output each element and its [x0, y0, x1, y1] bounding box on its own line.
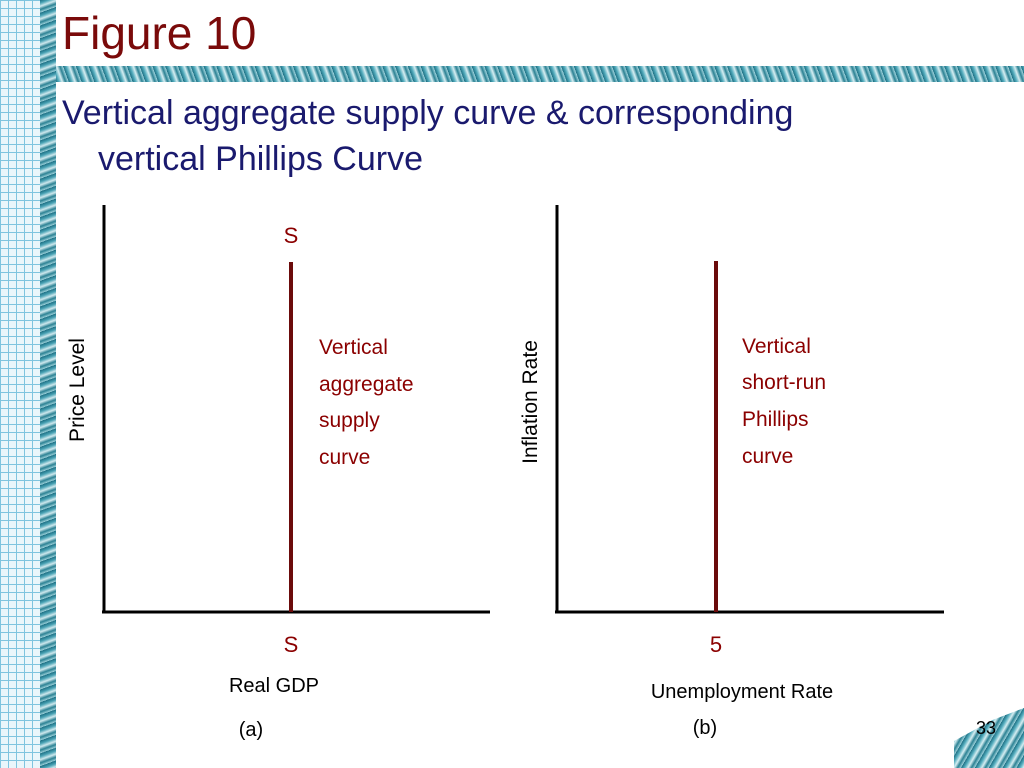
- left-texture-border: [40, 0, 56, 768]
- subtitle-line-1: Vertical aggregate supply curve & corres…: [62, 94, 794, 132]
- subtitle-line-2: vertical Phillips Curve: [98, 140, 423, 178]
- panel-b-y-axis-label: Inflation Rate: [519, 340, 542, 464]
- page-number: 33: [975, 718, 996, 738]
- panel-b-x-axis-label: Unemployment Rate: [651, 681, 833, 703]
- as-annotation-line-3: supply: [319, 409, 380, 432]
- panel-b-label: (b): [693, 717, 717, 739]
- phillips-curve-annotation: Vertical short-run Phillips curve: [742, 335, 826, 468]
- panel-a-y-axis-label: Price Level: [66, 338, 89, 442]
- slide-title: Figure 10: [62, 7, 257, 59]
- pc-annotation-line-1: Vertical: [742, 335, 811, 358]
- panel-b: 5 Inflation Rate Unemployment Rate (b) V…: [519, 205, 944, 739]
- as-annotation-line-2: aggregate: [319, 373, 414, 396]
- as-curve-annotation: Vertical aggregate supply curve: [319, 336, 414, 469]
- pc-annotation-line-3: Phillips: [742, 408, 809, 431]
- as-curve-bottom-label: S: [284, 632, 299, 657]
- as-annotation-line-4: curve: [319, 446, 370, 469]
- slide-subtitle: Vertical aggregate supply curve & corres…: [62, 90, 962, 182]
- as-annotation-line-1: Vertical: [319, 336, 388, 359]
- phillips-curve-bottom-label: 5: [710, 632, 722, 657]
- left-grid-border: [0, 0, 40, 768]
- pc-annotation-line-2: short-run: [742, 371, 826, 394]
- as-curve-top-label: S: [284, 223, 299, 248]
- panel-a-x-axis-label: Real GDP: [229, 675, 319, 697]
- title-divider-texture: [56, 66, 1024, 82]
- pc-annotation-line-4: curve: [742, 445, 793, 468]
- panel-a: S S Price Level Real GDP (a) Vertical ag…: [66, 205, 490, 741]
- panel-a-label: (a): [239, 719, 263, 741]
